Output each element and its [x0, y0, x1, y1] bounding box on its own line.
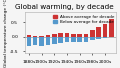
Bar [71, 34, 76, 37]
Text: Global warming, by decade: Global warming, by decade [15, 4, 114, 10]
Bar [58, 37, 63, 43]
Bar [65, 33, 69, 37]
Bar [96, 27, 101, 37]
Bar [77, 37, 82, 42]
Bar [27, 37, 31, 46]
Bar [84, 37, 88, 42]
Bar [109, 19, 114, 37]
Bar [39, 36, 44, 37]
Bar [33, 37, 37, 45]
Bar [39, 37, 44, 46]
Legend: Above average for decade, Below average for decade: Above average for decade, Below average … [53, 14, 115, 25]
Bar [58, 33, 63, 37]
Bar [33, 36, 37, 37]
Bar [77, 34, 82, 37]
Bar [46, 35, 50, 37]
Bar [84, 34, 88, 37]
Bar [71, 37, 76, 42]
Bar [27, 35, 31, 37]
Bar [52, 37, 57, 44]
Bar [65, 37, 69, 42]
Bar [96, 37, 101, 39]
Y-axis label: Global temperature change (°C): Global temperature change (°C) [4, 0, 8, 67]
Bar [52, 34, 57, 37]
Bar [46, 37, 50, 45]
Bar [103, 37, 107, 38]
Bar [103, 24, 107, 37]
Bar [90, 37, 95, 40]
Bar [90, 30, 95, 37]
